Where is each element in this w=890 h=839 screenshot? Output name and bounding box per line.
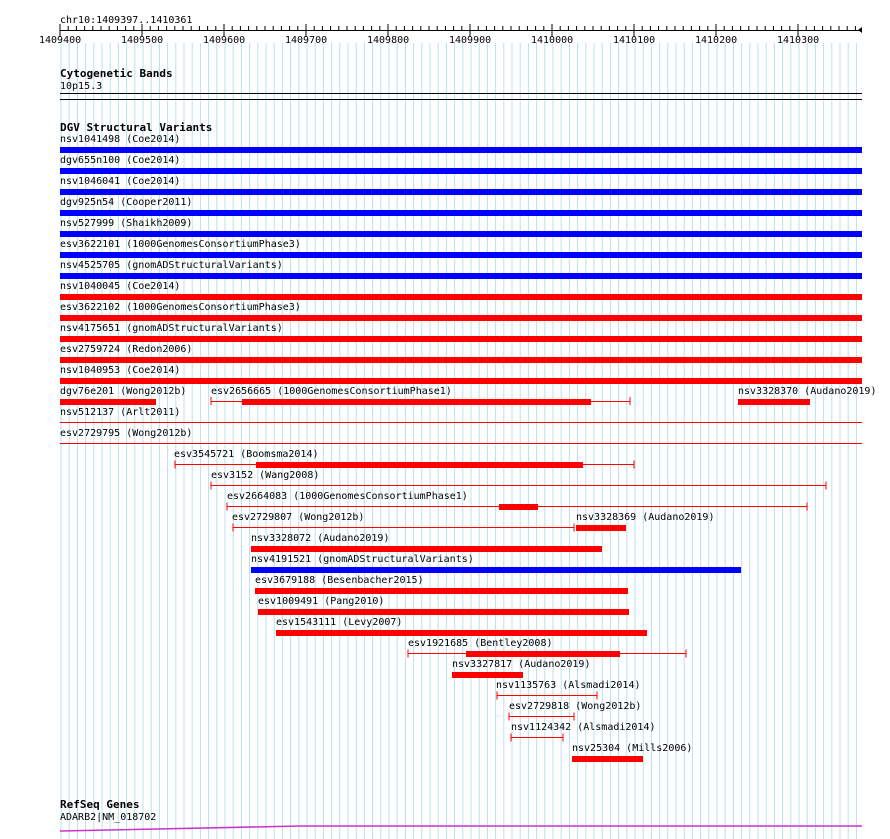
variant-label[interactable]: nsv1124342 (Alsmadi2014): [511, 722, 656, 733]
variant-label[interactable]: nsv25304 (Mills2006): [572, 743, 693, 754]
variant-label[interactable]: esv3152 (Wang2008): [211, 470, 320, 481]
variant-bar: [276, 630, 647, 636]
variant-label[interactable]: nsv512137 (Arlt2011): [60, 407, 181, 418]
variant-label[interactable]: nsv3328370 (Audano2019): [738, 386, 877, 397]
refseq-gene-label[interactable]: ADARB2|NM_018702: [60, 812, 157, 823]
cytoband-lines: [60, 93, 862, 100]
ruler-tick-label: 1409800: [367, 35, 410, 46]
variant-label[interactable]: nsv3328072 (Audano2019): [251, 533, 390, 544]
variant-bar: [572, 756, 643, 762]
variant-bar: [499, 504, 538, 510]
variant-bar: [60, 147, 862, 153]
ruler-tick-label: 1410300: [777, 35, 820, 46]
variant-bar: [60, 273, 862, 279]
variant-label[interactable]: esv3622101 (1000GenomesConsortiumPhase3): [60, 239, 301, 250]
variant-bar: [452, 672, 523, 678]
variant-bar: [251, 567, 741, 573]
variant-label[interactable]: nsv1046041 (Coe2014): [60, 176, 181, 187]
variant-label[interactable]: dgv76e201 (Wong2012b): [60, 386, 187, 397]
ruler-tick-label: 1410100: [613, 35, 656, 46]
variant-label[interactable]: nsv3327817 (Audano2019): [452, 659, 591, 670]
variant-bar: [738, 399, 810, 405]
variant-label[interactable]: esv2729818 (Wong2012b): [509, 701, 642, 712]
variant-label[interactable]: esv1921685 (Bentley2008): [408, 638, 553, 649]
variant-label[interactable]: nsv3328369 (Audano2019): [576, 512, 715, 523]
variant-label[interactable]: dgv925n54 (Cooper2011): [60, 197, 193, 208]
variant-bar: [60, 252, 862, 258]
variant-bar: [466, 651, 620, 657]
variant-bar: [60, 210, 862, 216]
variant-bar: [258, 609, 629, 615]
variant-bar: [255, 588, 628, 594]
variant-label[interactable]: esv2656665 (1000GenomesConsortiumPhase1): [211, 386, 452, 397]
variant-label[interactable]: esv2759724 (Redon2006): [60, 344, 193, 355]
variant-bar: [256, 462, 583, 468]
variant-bar: [60, 378, 862, 384]
refseq-track-title[interactable]: RefSeq Genes: [60, 798, 140, 811]
variant-bar: [60, 357, 862, 363]
variant-label[interactable]: nsv1040045 (Coe2014): [60, 281, 181, 292]
variant-label[interactable]: esv3679188 (Besenbacher2015): [255, 575, 424, 586]
variant-label[interactable]: esv1543111 (Levy2007): [276, 617, 403, 628]
variant-bar: [242, 399, 591, 405]
variant-label[interactable]: esv2729807 (Wong2012b): [232, 512, 365, 523]
variant-bar: [251, 546, 602, 552]
cytoband-label: 10p15.3: [60, 81, 103, 92]
variant-bar: [60, 189, 862, 195]
ruler[interactable]: [0, 0, 890, 60]
variant-label[interactable]: nsv1040953 (Coe2014): [60, 365, 181, 376]
ruler-tick-label: 1409700: [285, 35, 328, 46]
variant-label[interactable]: esv3622102 (1000GenomesConsortiumPhase3): [60, 302, 301, 313]
variant-label[interactable]: nsv4525705 (gnomADStructuralVariants): [60, 260, 283, 271]
variant-label[interactable]: nsv1135763 (Alsmadi2014): [496, 680, 641, 691]
variant-bar: [60, 336, 862, 342]
variant-label[interactable]: nsv4175651 (gnomADStructuralVariants): [60, 323, 283, 334]
variant-bar: [60, 399, 156, 405]
variant-bar: [60, 294, 862, 300]
variant-bar: [60, 315, 862, 321]
ruler-tick-label: 1410200: [695, 35, 738, 46]
dgv-track-title[interactable]: DGV Structural Variants: [60, 121, 213, 134]
variant-label[interactable]: esv2729795 (Wong2012b): [60, 428, 193, 439]
variant-label[interactable]: esv2664083 (1000GenomesConsortiumPhase1): [227, 491, 468, 502]
cytoband-track-title[interactable]: Cytogenetic Bands: [60, 67, 173, 80]
variant-label[interactable]: nsv1041498 (Coe2014): [60, 134, 181, 145]
variant-bar: [576, 525, 626, 531]
ruler-tick-label: 1409500: [121, 35, 164, 46]
ruler-tick-label: 1409400: [39, 35, 82, 46]
variant-label[interactable]: esv3545721 (Boomsma2014): [174, 449, 319, 460]
ruler-tick-label: 1409900: [449, 35, 492, 46]
variant-bar: [60, 231, 862, 237]
variant-label[interactable]: nsv4191521 (gnomADStructuralVariants): [251, 554, 474, 565]
position-label: chr10:1409397..1410361: [60, 15, 193, 26]
ruler-tick-label: 1410000: [531, 35, 574, 46]
variant-label[interactable]: nsv527999 (Shaikh2009): [60, 218, 193, 229]
variant-label[interactable]: esv1009491 (Pang2010): [258, 596, 385, 607]
variant-bar: [60, 168, 862, 174]
ruler-tick-label: 1409600: [203, 35, 246, 46]
variant-label[interactable]: dgv655n100 (Coe2014): [60, 155, 181, 166]
